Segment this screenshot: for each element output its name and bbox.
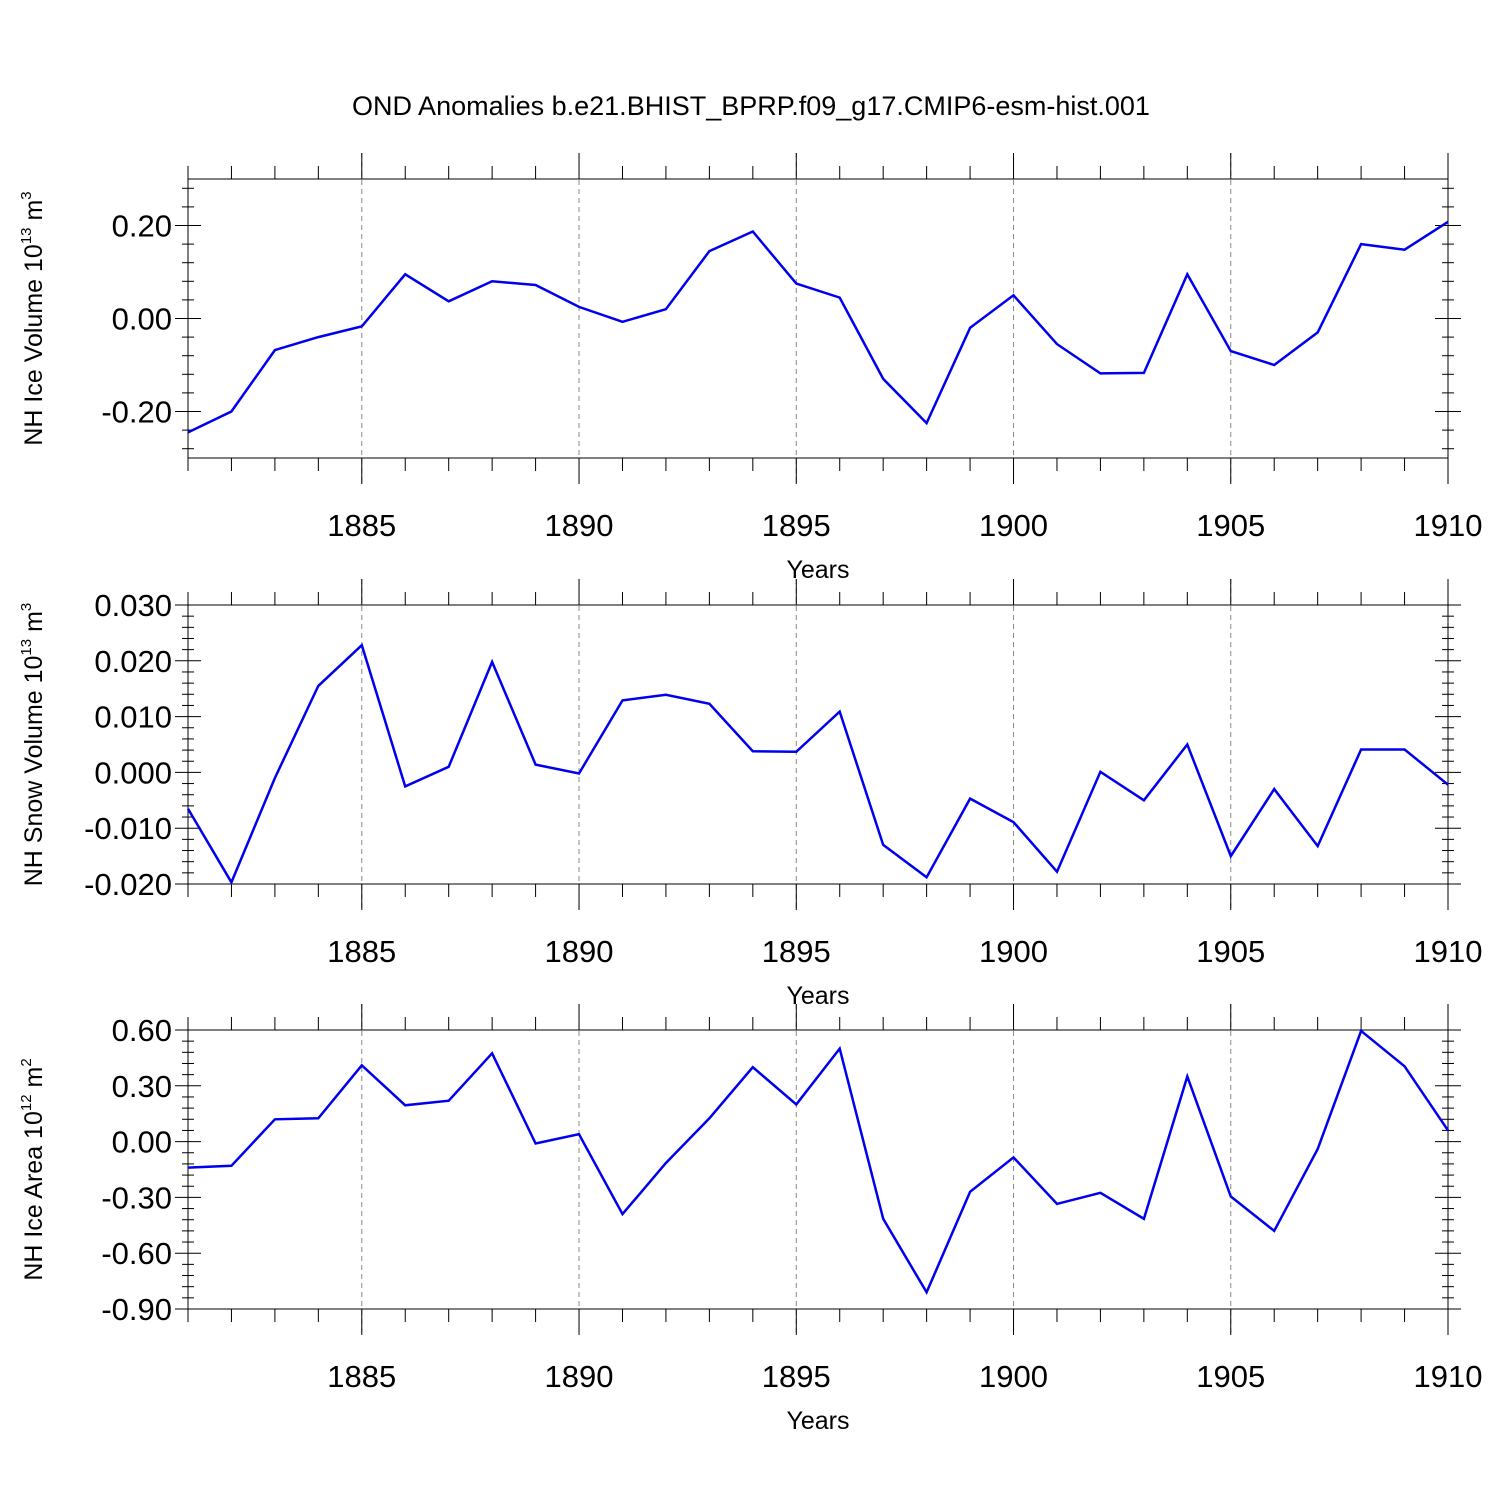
plot-frame [187,1029,1449,1310]
x-tick-label: 1910 [1414,1359,1483,1394]
panel-3: -0.90 -0.60 -0.30 0.00 0.30 0.60 1885 1890 1895 1… [18,1004,1482,1435]
x-tick-label: 1885 [327,508,396,543]
y-tick-label: 0.00 [112,302,172,337]
panel-1: -0.20 0.00 0.20 1885 1890 1895 1900 1905 1910 Yea… [18,153,1482,584]
series-line [186,642,1449,886]
x-tick-label: 1890 [545,934,614,969]
x-tick-label: 1905 [1196,934,1265,969]
y-tick-label: 0.020 [94,644,172,679]
x-tick-label: 1885 [327,934,396,969]
y-tick-label: 0.010 [94,700,172,735]
x-axis-label: Years [786,982,849,1010]
x-tick-label: 1890 [545,508,614,543]
x-tick-label: 1900 [979,1359,1048,1394]
y-tick-label: 0.000 [94,755,172,790]
x-tick-label: 1895 [762,934,831,969]
y-tick-label: -0.60 [101,1236,172,1271]
x-tick-label: 1895 [762,1359,831,1394]
x-axis-label: Years [786,556,849,584]
x-tick-label: 1900 [979,934,1048,969]
series-line [187,220,1449,434]
y-tick-label: 0.030 [94,588,172,623]
plot-frame [187,604,1449,885]
y-axis-label: NH Ice Area 1012 m2 [18,1058,48,1280]
y-axis-label: NH Ice Volume 1013 m3 [18,191,48,445]
y-tick-label: -0.30 [101,1180,172,1215]
x-axis-label: Years [786,1407,849,1435]
x-tick-label: 1910 [1414,508,1483,543]
y-axis-label: NH Snow Volume 1013 m3 [18,603,48,887]
x-tick-label: 1895 [762,508,831,543]
y-tick-label: -0.010 [84,811,172,846]
series-line [187,1028,1450,1296]
y-tick-label: 0.60 [112,1013,172,1048]
y-tick-label: 0.30 [112,1069,172,1104]
panel-2: -0.020 -0.010 0.000 0.010 0.020 0.030 1885 1890… [18,579,1482,1010]
x-tick-label: 1910 [1414,934,1483,969]
y-tick-label: -0.90 [101,1292,172,1327]
y-tick-label: -0.020 [84,867,172,902]
x-tick-label: 1890 [545,1359,614,1394]
x-tick-label: 1900 [979,508,1048,543]
x-tick-label: 1885 [327,1359,396,1394]
y-tick-label: 0.00 [112,1125,172,1160]
y-tick-label: 0.20 [112,209,172,244]
y-tick-label: -0.20 [101,395,172,430]
x-tick-label: 1905 [1196,1359,1265,1394]
x-tick-label: 1905 [1196,508,1265,543]
chart-title: OND Anomalies b.e21.BHIST_BPRP.f09_g17.C… [352,91,1150,121]
